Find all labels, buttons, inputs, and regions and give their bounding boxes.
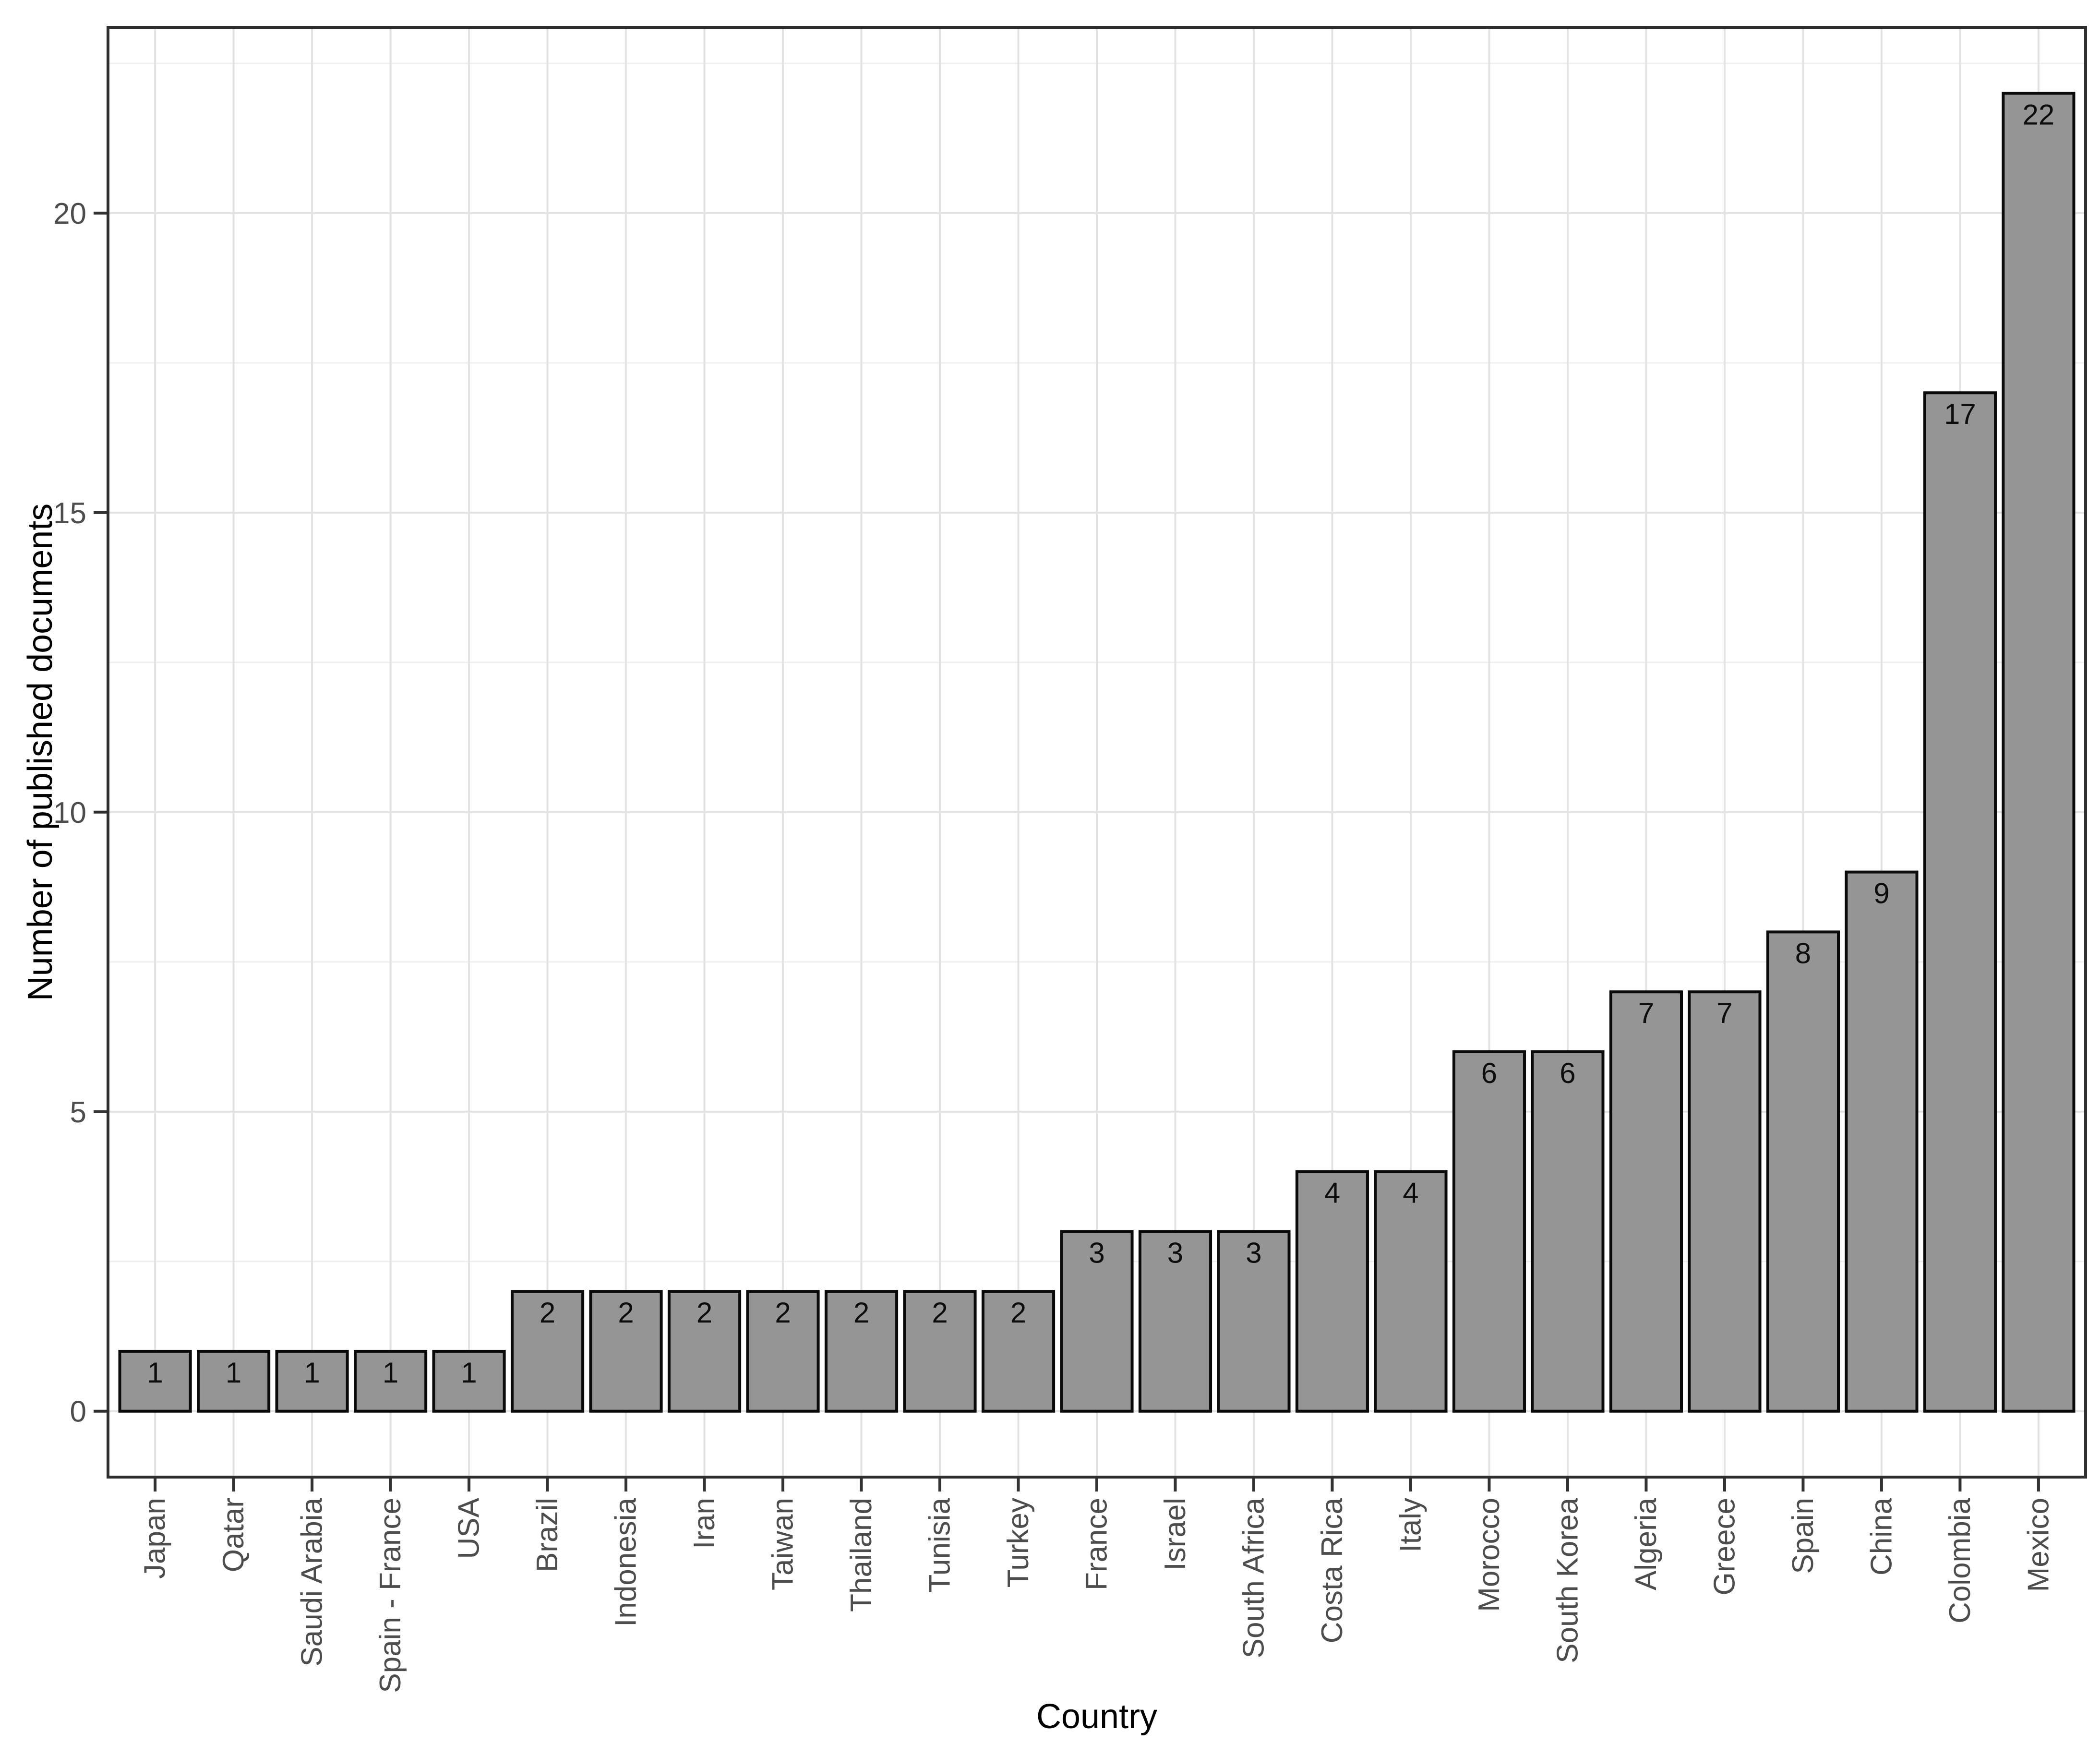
x-tick-label: China (1865, 1497, 1898, 1576)
bar (824, 1290, 899, 1413)
x-tick-label: Colombia (1944, 1497, 1977, 1623)
bar-value-label: 1 (304, 1357, 320, 1389)
bar (903, 1290, 977, 1413)
x-tick-label: Israel (1159, 1498, 1192, 1571)
bar-value-label: 1 (147, 1357, 163, 1389)
bar (1688, 990, 1762, 1413)
bar (510, 1290, 585, 1413)
x-tick-label: South Korea (1551, 1497, 1584, 1663)
x-axis-title: Country (1036, 1697, 1157, 1736)
bar-value-label: 3 (1167, 1237, 1183, 1269)
bar-value-label: 17 (1944, 398, 1976, 430)
bar-value-label: 2 (540, 1297, 555, 1329)
x-tick-label: Turkey (1002, 1498, 1035, 1588)
x-tick-label: Japan (139, 1498, 172, 1579)
bar-value-label: 2 (618, 1297, 634, 1329)
bars-group (118, 92, 2076, 1413)
x-tick-label: Algeria (1630, 1497, 1663, 1590)
bar (1766, 930, 1840, 1413)
bar (275, 1349, 349, 1413)
x-tick-label: Taiwan (766, 1498, 799, 1590)
x-tick-label: South Africa (1237, 1497, 1270, 1658)
bar-value-label: 7 (1716, 997, 1732, 1029)
y-tick-label: 15 (53, 497, 86, 530)
y-tick-labels-group: 0 5 10 15 20 (53, 197, 86, 1429)
bar-value-label: 1 (383, 1357, 398, 1389)
y-tick-label: 5 (70, 1096, 86, 1129)
panel-border (107, 26, 2087, 1479)
axis-tick-marks-group (94, 211, 2040, 1491)
bar-value-label: 6 (1481, 1057, 1497, 1089)
bar (1217, 1230, 1291, 1413)
x-tick-label: Spain (1787, 1498, 1820, 1574)
bar (981, 1290, 1056, 1413)
bar-value-label: 22 (2023, 98, 2055, 131)
bar (354, 1349, 428, 1413)
bar-value-label: 6 (1560, 1057, 1575, 1089)
bar (1060, 1230, 1134, 1413)
x-tick-label: Brazil (531, 1498, 564, 1572)
bar-value-label: 1 (461, 1357, 477, 1389)
bar (1374, 1170, 1448, 1413)
y-tick-label: 10 (53, 796, 86, 830)
bar (1295, 1170, 1369, 1413)
x-tick-label: Morocco (1473, 1498, 1506, 1612)
bar (667, 1290, 742, 1413)
bar (1138, 1230, 1212, 1413)
bar-value-label: 4 (1403, 1177, 1418, 1209)
bar (589, 1290, 663, 1413)
y-tick-label: 20 (53, 197, 86, 230)
y-axis-title: Number of published documents (21, 504, 60, 1001)
bar (432, 1349, 506, 1413)
x-tick-label: Costa Rica (1316, 1497, 1349, 1643)
x-tick-label: Indonesia (610, 1497, 643, 1626)
x-tick-label: Spain - France (374, 1498, 407, 1693)
bar (746, 1290, 820, 1413)
bar-value-label: 7 (1638, 997, 1654, 1029)
x-tick-label: Thailand (845, 1498, 878, 1612)
bar-value-label: 8 (1795, 937, 1811, 969)
bar-value-label: 2 (696, 1297, 712, 1329)
bar-value-label: 2 (775, 1297, 791, 1329)
bar-value-label: 3 (1089, 1237, 1104, 1269)
x-tick-label: Saudi Arabia (296, 1497, 329, 1666)
x-tick-labels-group: Japan Qatar Saudi Arabia Spain - France USA B… (139, 1497, 2055, 1693)
bar-value-label: 2 (853, 1297, 869, 1329)
bar-value-label: 9 (1873, 878, 1889, 910)
bar-value-label: 2 (932, 1297, 948, 1329)
bar-value-label: 2 (1010, 1297, 1026, 1329)
bar-value-label: 4 (1324, 1177, 1340, 1209)
bar-value-label: 3 (1246, 1237, 1261, 1269)
x-tick-label: Italy (1394, 1498, 1427, 1552)
x-tick-label: France (1080, 1498, 1113, 1590)
x-tick-label: Tunisia (923, 1497, 956, 1592)
bar (118, 1349, 192, 1413)
x-tick-label: Mexico (2022, 1498, 2055, 1592)
bar (2002, 92, 2076, 1413)
bar (1923, 391, 1997, 1413)
x-tick-label: Greece (1708, 1498, 1741, 1595)
bar (197, 1349, 271, 1413)
x-tick-label: Qatar (217, 1498, 250, 1572)
bar (1531, 1050, 1605, 1413)
y-tick-label: 0 (70, 1395, 86, 1429)
bar (1452, 1050, 1526, 1413)
x-tick-label: USA (453, 1497, 486, 1559)
bar (1845, 870, 1919, 1413)
x-tick-label: Iran (688, 1498, 721, 1549)
bar (1609, 990, 1683, 1413)
bar-value-label: 1 (226, 1357, 241, 1389)
